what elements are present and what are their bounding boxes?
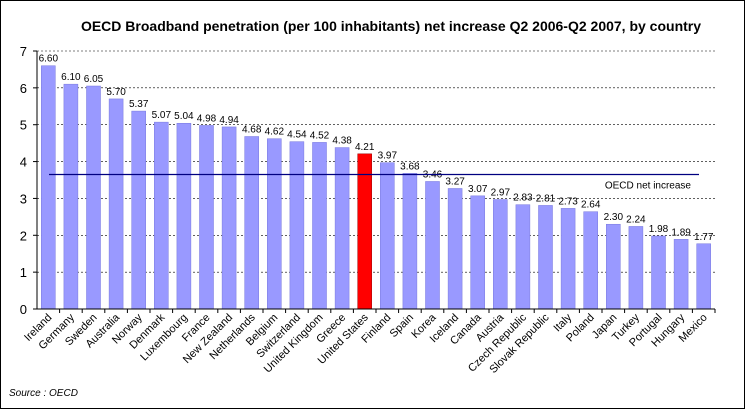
bar-ireland [41,65,56,310]
y-tick-label: 0 [20,302,27,317]
data-label: 2.64 [581,200,601,211]
data-label: 3.27 [445,176,465,187]
data-label: 4.21 [355,142,375,153]
bar-hungary [673,239,689,310]
data-label: 6.10 [61,72,81,83]
bar-united-kingdom [312,142,327,310]
data-label: 4.98 [197,113,217,124]
bar-korea [425,181,440,310]
data-label: 2.30 [604,212,624,223]
data-label: 5.37 [129,99,149,110]
bar-denmark [154,121,169,310]
y-tick-label: 6 [20,81,27,96]
bar-canada [470,195,485,310]
bar-greece [334,147,350,310]
bar-italy [560,208,576,310]
bar-spain [402,173,418,310]
data-label: 2.97 [491,188,511,199]
data-label: 4.38 [332,136,352,147]
bar-switzerland [289,141,305,310]
data-label: 4.94 [219,115,239,126]
axes [33,50,716,313]
y-tick-label: 7 [20,44,27,59]
data-label: 4.62 [265,127,285,138]
bar-luxembourg [176,122,192,310]
bar-sweden [86,85,101,310]
bar-new-zealand [221,126,237,310]
data-label: 3.68 [400,161,420,172]
data-label: 6.05 [84,74,104,85]
bar-portugal [651,235,666,310]
bar-slovak-republic [538,205,553,310]
bar-finland [380,162,395,310]
source-note: Source : OECD [9,388,78,399]
bar-germany [63,83,79,310]
bar-norway [131,110,146,310]
bars [41,65,711,310]
data-label: 6.60 [39,54,59,65]
data-label: 4.54 [287,130,307,141]
bar-france [199,125,214,310]
grid-lines [37,50,715,273]
category-labels: IrelandGermanySwedenAustraliaNorwayDenma… [22,311,710,376]
bar-belgium [267,138,282,310]
reference-line-group: OECD net increase [49,173,699,191]
bar-iceland [447,188,463,310]
data-label: 4.52 [310,130,330,141]
bar-united-states [357,153,372,310]
y-tick-label: 3 [20,191,27,206]
bar-japan [606,223,621,310]
data-label: 1.77 [694,232,714,243]
chart-title: OECD Broadband penetration (per 100 inha… [81,18,701,34]
y-tick-label: 5 [20,118,27,133]
data-label: 2.83 [513,193,533,204]
bar-mexico [696,243,711,310]
y-tick-label: 2 [20,228,27,243]
data-label: 1.98 [649,224,669,235]
reference-line-label: OECD net increase [605,180,692,191]
data-label: 3.97 [378,151,398,162]
y-tick-labels: 0 1 2 3 4 5 6 7 [20,44,27,317]
bar-australia [108,98,124,310]
bar-netherlands [244,136,259,310]
bar-czech-republic [515,204,531,310]
data-label: 4.68 [242,125,262,136]
y-tick-label: 4 [20,155,27,170]
data-label: 2.81 [536,193,556,204]
bar-turkey [628,226,644,310]
bar-austria [493,199,508,310]
data-label: 5.70 [106,87,126,98]
data-label: 1.89 [671,227,691,238]
data-label: 2.73 [558,196,578,207]
y-tick-label: 1 [20,265,27,280]
data-label: 2.24 [626,214,646,225]
data-label: 5.04 [174,111,194,122]
data-label: 3.07 [468,184,488,195]
data-label: 5.07 [152,110,172,121]
bar-poland [583,211,598,310]
